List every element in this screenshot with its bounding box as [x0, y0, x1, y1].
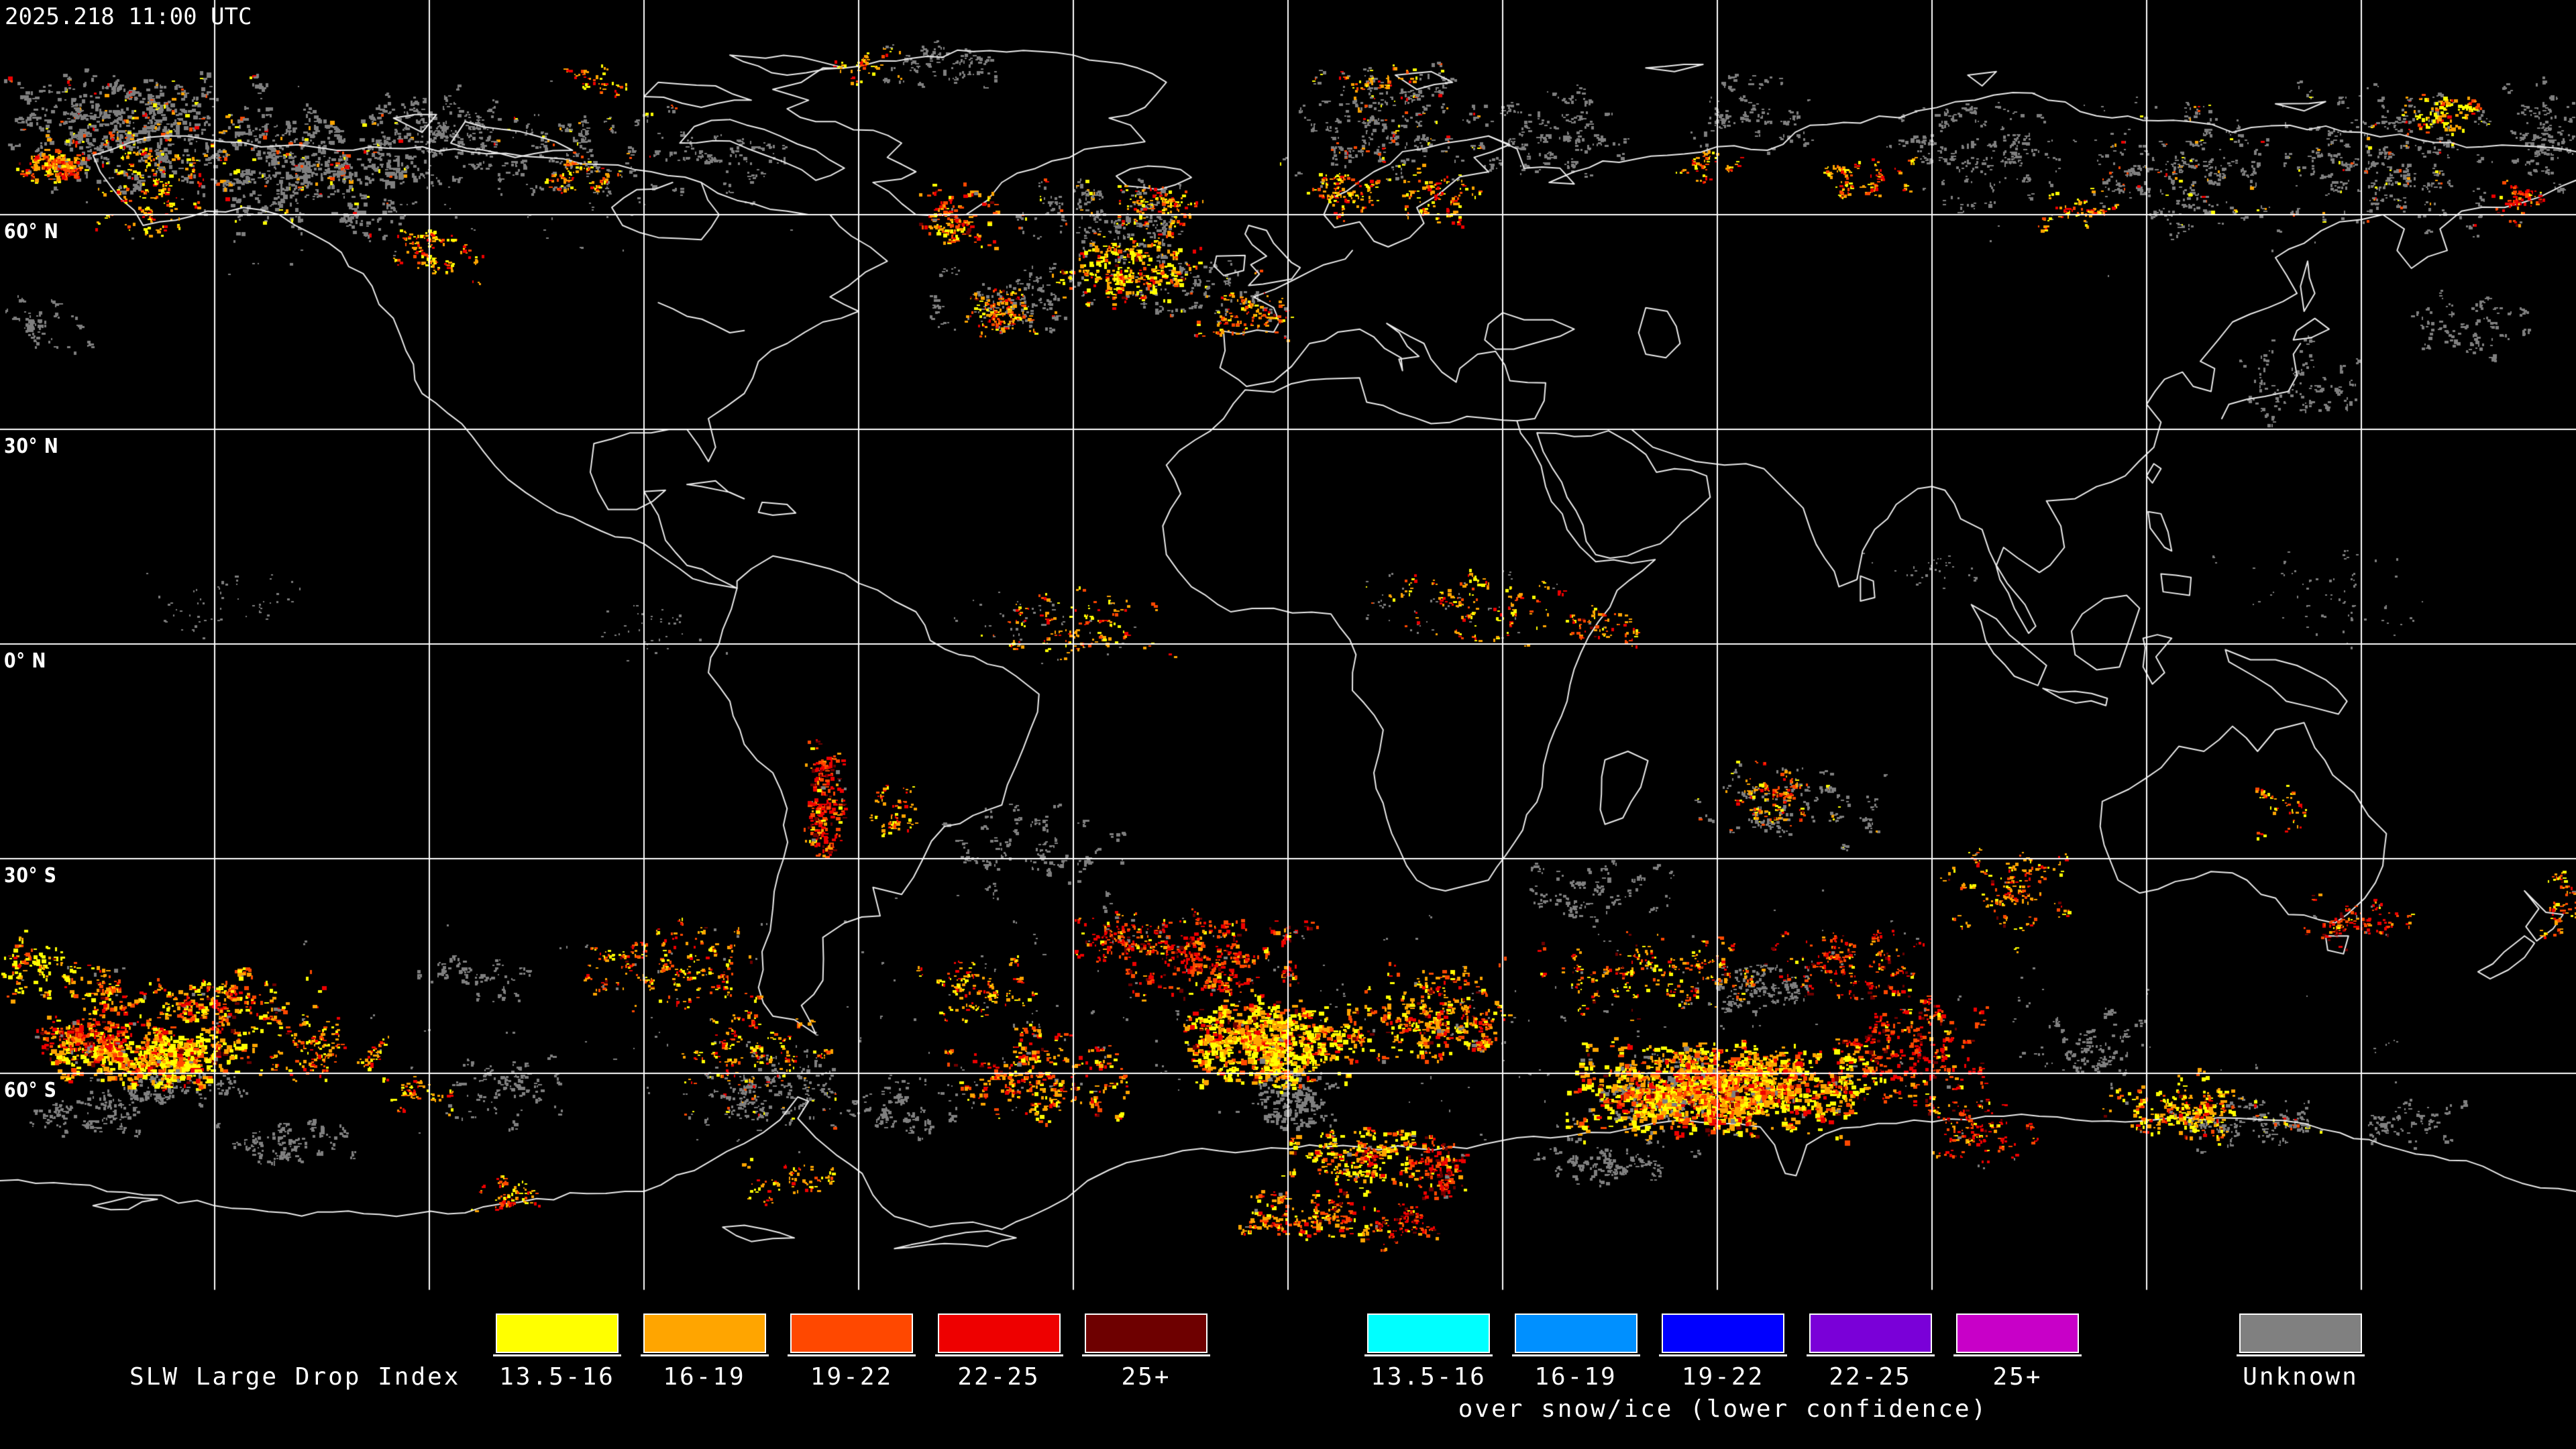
- bin-label: 13.5-16: [499, 1363, 615, 1391]
- bin-label: 19-22: [1681, 1363, 1765, 1391]
- color-swatch: [1514, 1313, 1638, 1353]
- bin-label: 25+: [1121, 1363, 1171, 1391]
- color-swatch: [2239, 1313, 2362, 1353]
- warm-bin-1: 16-19: [640, 1313, 769, 1391]
- bin-label: 13.5-16: [1371, 1363, 1487, 1391]
- latitude-label-4: 60° S: [4, 1079, 57, 1102]
- unknown-bin: Unknown: [2237, 1313, 2365, 1391]
- swatch-underline: [1511, 1354, 1640, 1356]
- color-swatch: [643, 1313, 766, 1353]
- world-map-canvas: [0, 0, 2576, 1291]
- swatch-underline: [1659, 1354, 1787, 1356]
- swatch-underline: [1082, 1354, 1210, 1356]
- legend-unknown-bin: Unknown: [2237, 1313, 2365, 1391]
- bin-label: 16-19: [663, 1363, 746, 1391]
- bin-label: 16-19: [1534, 1363, 1617, 1391]
- warm-bin-0: 13.5-16: [493, 1313, 621, 1391]
- snow-bin-0: 13.5-16: [1364, 1313, 1493, 1391]
- latitude-label-3: 30° S: [4, 864, 57, 888]
- swatch-underline: [640, 1354, 769, 1356]
- swatch-underline: [1806, 1354, 1935, 1356]
- swatch-underline: [934, 1354, 1063, 1356]
- color-swatch: [790, 1313, 913, 1353]
- latitude-label-2: 0° N: [4, 649, 47, 673]
- swatch-underline: [1953, 1354, 2082, 1356]
- legend-title: SLW Large Drop Index: [129, 1363, 461, 1391]
- swatch-underline: [1364, 1354, 1493, 1356]
- swatch-underline: [788, 1354, 916, 1356]
- color-swatch: [937, 1313, 1061, 1353]
- color-swatch: [1662, 1313, 1784, 1353]
- bin-label: Unknown: [2243, 1363, 2359, 1391]
- color-swatch: [1367, 1313, 1490, 1353]
- latitude-label-1: 30° N: [4, 435, 59, 458]
- warm-bin-4: 25+: [1082, 1313, 1210, 1391]
- swatch-underline: [493, 1354, 621, 1356]
- swatch-underline: [2237, 1354, 2365, 1356]
- warm-bin-2: 19-22: [788, 1313, 916, 1391]
- legend-snow-caption: over snow/ice (lower confidence): [1458, 1395, 1988, 1423]
- snow-bin-4: 25+: [1953, 1313, 2082, 1391]
- latitude-label-0: 60° N: [4, 220, 59, 244]
- bin-label: 22-25: [957, 1363, 1040, 1391]
- snow-bin-3: 22-25: [1806, 1313, 1935, 1391]
- bin-label: 19-22: [810, 1363, 894, 1391]
- color-swatch: [1809, 1313, 1932, 1353]
- color-swatch: [1956, 1313, 2079, 1353]
- warm-bin-3: 22-25: [934, 1313, 1063, 1391]
- bin-label: 22-25: [1829, 1363, 1912, 1391]
- legend-snow-bins: 13.5-16 16-19 19-22 22-25 25+: [1364, 1313, 2082, 1391]
- legend-warm-bins: 13.5-16 16-19 19-22 22-25 25+: [493, 1313, 1210, 1391]
- color-swatch: [496, 1313, 619, 1353]
- color-swatch: [1085, 1313, 1208, 1353]
- snow-bin-2: 19-22: [1659, 1313, 1787, 1391]
- bin-label: 25+: [1992, 1363, 2043, 1391]
- timestamp: 2025.218 11:00 UTC: [5, 3, 252, 30]
- snow-bin-1: 16-19: [1511, 1313, 1640, 1391]
